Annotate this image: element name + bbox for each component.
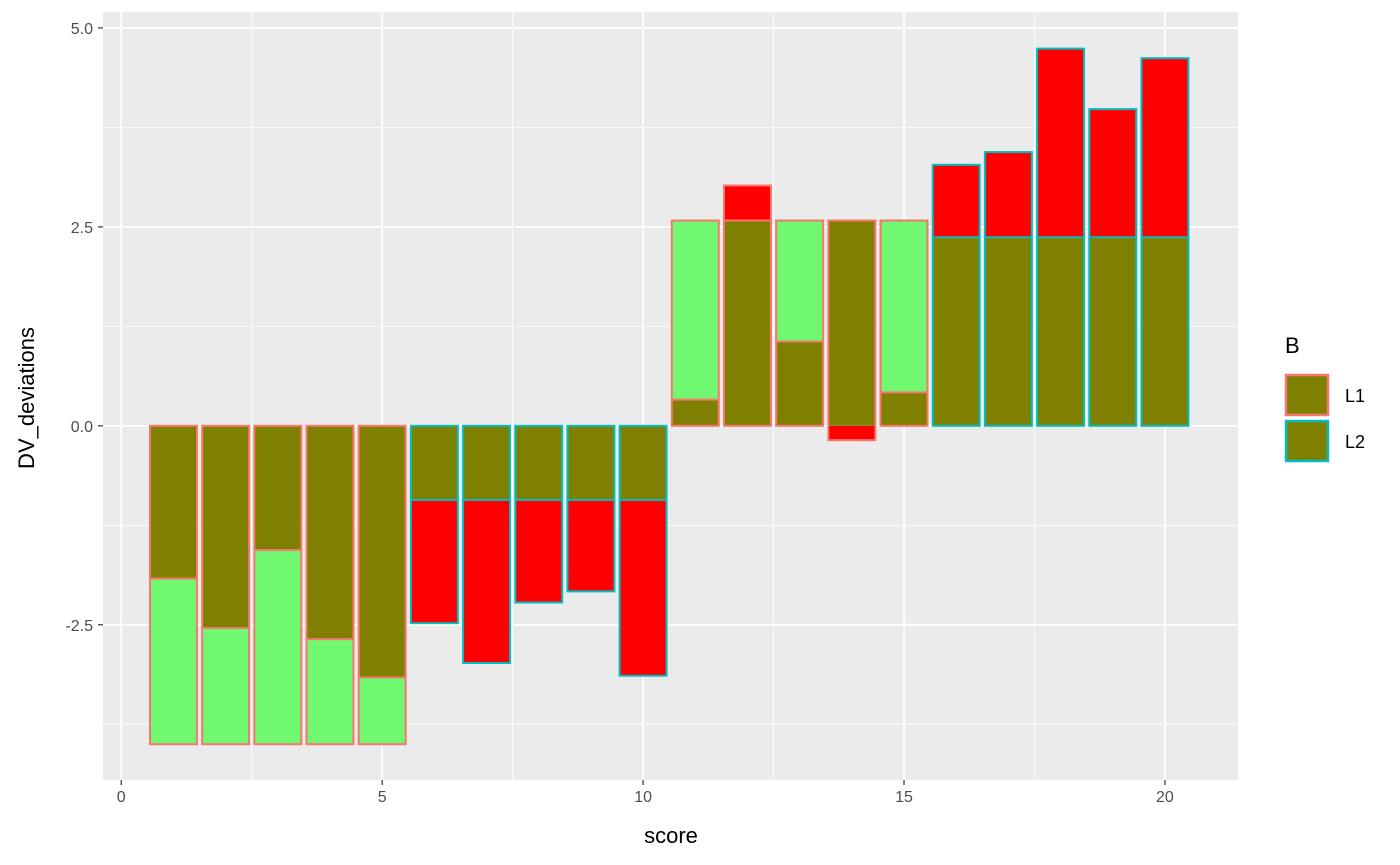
bar-overlay-2 — [202, 425, 250, 628]
x-tick-label: 10 — [634, 789, 652, 806]
bar-overlay-18 — [1037, 237, 1085, 426]
bar-overlay-14 — [828, 220, 876, 426]
x-tick-label: 0 — [117, 789, 126, 806]
legend-label-l1: L1 — [1345, 386, 1365, 406]
x-tick-label: 15 — [895, 789, 913, 806]
bar-outline-7 — [462, 424, 512, 665]
legend-title: B — [1285, 333, 1300, 358]
bar-overlay-12 — [723, 220, 771, 426]
bar-overlay-10 — [619, 425, 667, 500]
bar-outline-8 — [514, 424, 564, 604]
bar-outline-17 — [983, 151, 1033, 427]
bar-overlay-1 — [149, 425, 197, 579]
bar-outline-2 — [201, 424, 251, 746]
bar-overlay-4 — [306, 425, 354, 640]
legend-key-l2 — [1284, 419, 1330, 463]
bar-outline-13 — [775, 219, 825, 427]
bar-outline-3 — [253, 424, 303, 746]
bar-outline-5 — [357, 424, 407, 746]
x-axis: 0 5 10 15 20 — [117, 780, 1174, 806]
bar-overlay-11 — [671, 399, 719, 426]
bar-outline-15 — [879, 219, 929, 427]
bar-outline-1 — [148, 424, 198, 746]
legend-key-l1 — [1284, 373, 1330, 417]
x-tick-label: 20 — [1156, 789, 1174, 806]
bar-outline-9 — [566, 424, 616, 593]
x-axis-title: score — [644, 823, 698, 848]
bar-11 — [671, 220, 719, 426]
bar-outline-16 — [931, 163, 981, 427]
y-tick-label: 2.5 — [71, 220, 93, 237]
bar-overlay-20 — [1141, 237, 1189, 426]
bar-outline-19 — [1088, 108, 1138, 427]
x-tick-label: 5 — [378, 789, 387, 806]
bar-overlay-16 — [932, 237, 980, 426]
y-tick-label: 5.0 — [71, 21, 93, 38]
bar-overlay-7 — [463, 425, 511, 500]
bar-14 — [828, 425, 876, 441]
y-tick-label: 0.0 — [71, 419, 93, 436]
y-axis-title: DV_deviations — [14, 327, 39, 469]
bar-outline-11 — [670, 219, 720, 427]
bar-overlay-19 — [1089, 237, 1137, 426]
bar-outline-6 — [409, 424, 459, 625]
bar-outline-20 — [1140, 57, 1190, 427]
bar-outline-4 — [305, 424, 355, 746]
bar-overlay-3 — [254, 425, 302, 550]
bar-overlay-6 — [410, 425, 458, 500]
bar-overlay-15 — [880, 392, 928, 426]
bar-outline-10 — [618, 424, 668, 677]
bar-overlay-8 — [515, 425, 563, 500]
bar-outline-12 — [722, 184, 772, 427]
bar-overlay-17 — [984, 237, 1032, 426]
bar-overlay-13 — [776, 341, 824, 426]
y-axis: -2.5 0.0 2.5 5.0 — [65, 21, 103, 635]
bar-overlay-9 — [567, 425, 615, 500]
bar-overlay-5 — [358, 425, 406, 678]
legend: B L1 L2 — [1284, 333, 1365, 463]
y-tick-label: -2.5 — [65, 618, 93, 635]
legend-label-l2: L2 — [1345, 432, 1365, 452]
bars — [148, 47, 1190, 746]
